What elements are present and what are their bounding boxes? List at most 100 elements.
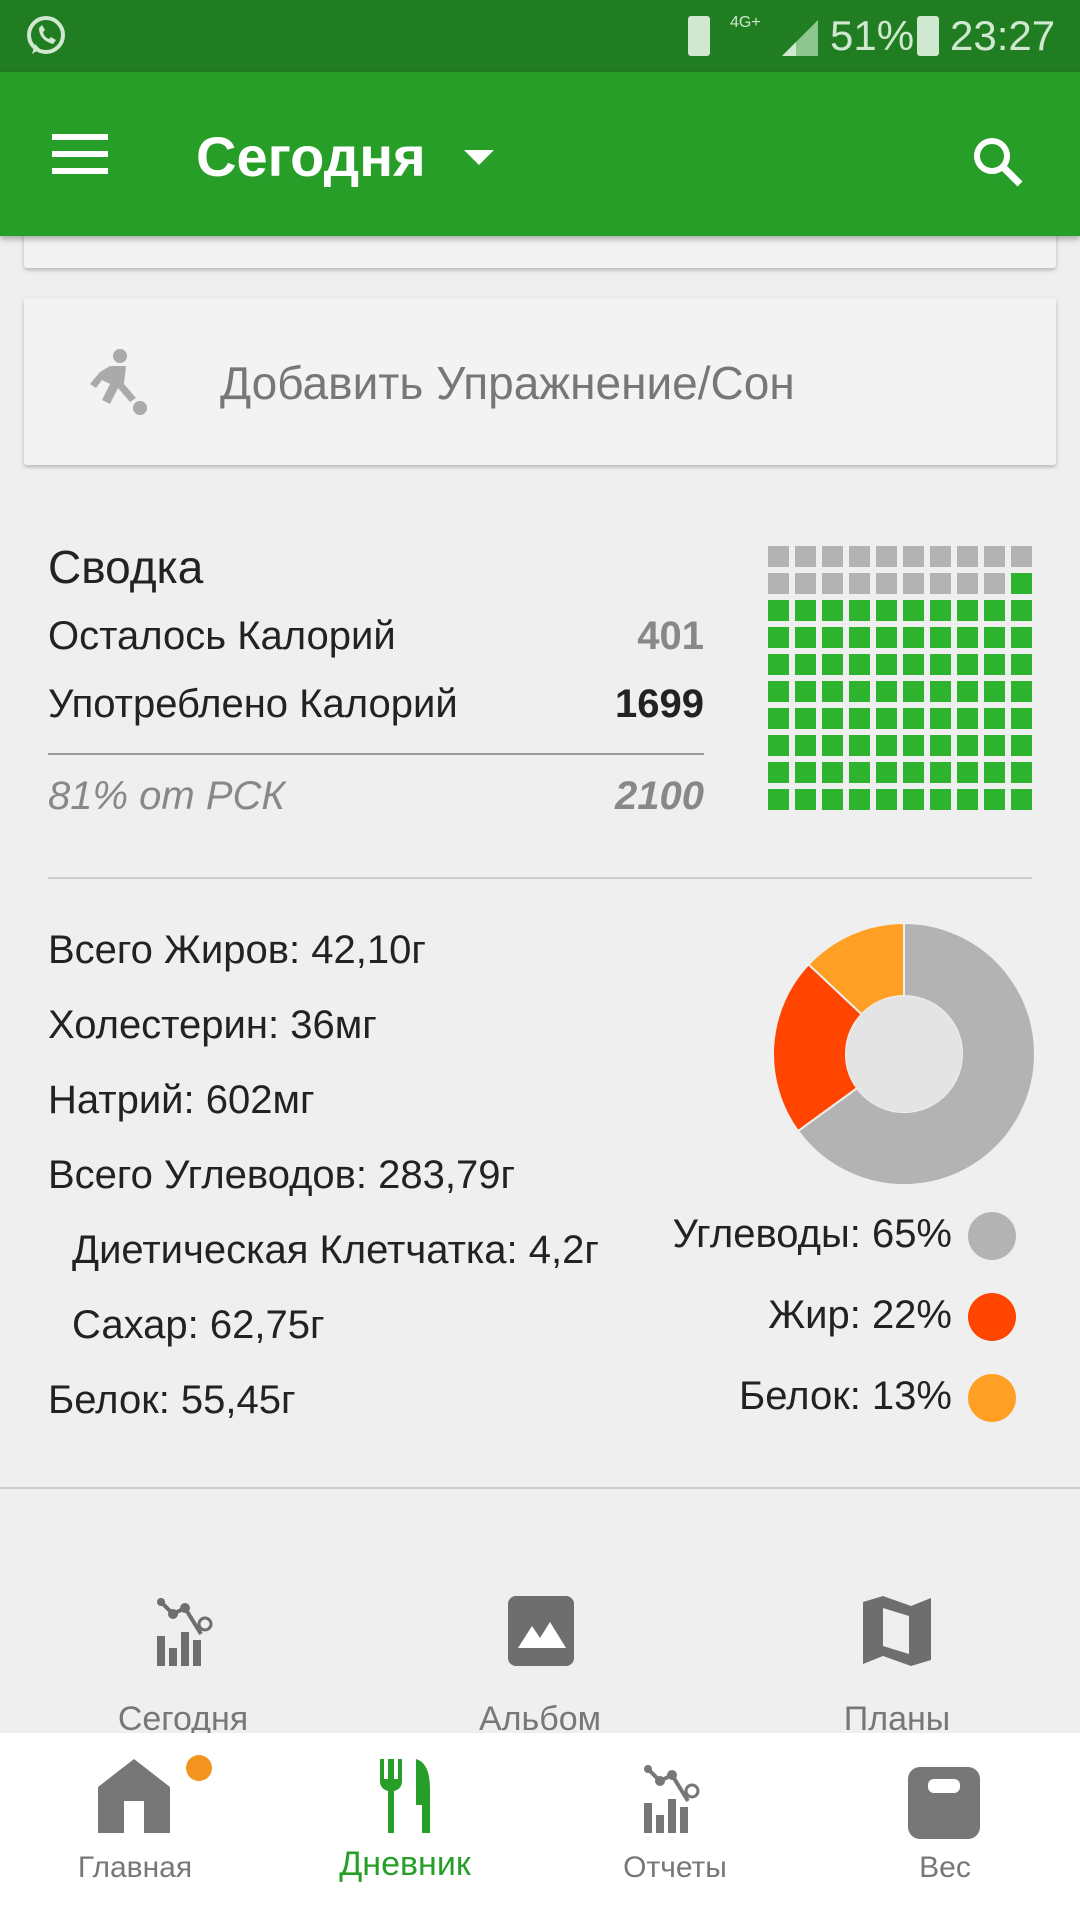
waffle-cell-filled (903, 789, 924, 810)
quick-action-label: Альбом (479, 1700, 601, 1738)
summary-divider (48, 753, 704, 755)
menu-button[interactable] (52, 134, 108, 174)
waffle-cell-empty (930, 573, 951, 594)
waffle-cell-filled (849, 681, 870, 702)
waffle-cell-filled (1011, 681, 1032, 702)
waffle-cell-filled (957, 654, 978, 675)
waffle-cell-filled (930, 789, 951, 810)
waffle-cell-filled (930, 681, 951, 702)
nav-home[interactable]: Главная (0, 1733, 270, 1920)
nutrient-fiber: Диетическая Клетчатка: 4,2г (72, 1228, 599, 1272)
waffle-cell-empty (768, 573, 789, 594)
waffle-cell-empty (903, 573, 924, 594)
waffle-cell-filled (930, 627, 951, 648)
nutrient-carbs: Всего Углеводов: 283,79г (48, 1153, 516, 1197)
waffle-cell-filled (984, 600, 1005, 621)
waffle-cell-filled (930, 762, 951, 783)
waffle-cell-filled (768, 654, 789, 675)
chart-icon (644, 1765, 700, 1833)
waffle-cell-filled (1011, 708, 1032, 729)
legend-protein: Белок: 13% (739, 1374, 952, 1418)
waffle-cell-filled (822, 789, 843, 810)
waffle-cell-filled (795, 627, 816, 648)
calorie-goal: 2100 (615, 774, 704, 818)
waffle-cell-filled (930, 654, 951, 675)
waffle-cell-filled (903, 600, 924, 621)
waffle-cell-filled (849, 600, 870, 621)
waffle-cell-filled (903, 735, 924, 756)
nav-reports[interactable]: Отчеты (540, 1733, 810, 1920)
quick-action-label: Сегодня (117, 1700, 249, 1738)
waffle-cell-empty (957, 573, 978, 594)
nav-diary[interactable]: Дневник (270, 1733, 540, 1920)
nutrient-sodium: Натрий: 602мг (48, 1078, 315, 1122)
waffle-cell-filled (903, 627, 924, 648)
waffle-cell-empty (903, 546, 924, 567)
nav-label: Дневник (339, 1845, 471, 1883)
legend-carbs: Углеводы: 65% (672, 1212, 952, 1256)
waffle-cell-filled (822, 708, 843, 729)
image-icon (508, 1596, 574, 1666)
waffle-cell-filled (822, 654, 843, 675)
remaining-calories-value: 401 (637, 614, 704, 658)
waffle-cell-filled (795, 654, 816, 675)
waffle-cell-filled (795, 681, 816, 702)
calorie-waffle-chart (768, 546, 1038, 816)
macro-donut-chart (772, 921, 1036, 1186)
exercise-icon (90, 349, 147, 415)
clock: 23:27 (950, 12, 1056, 59)
nav-label: Вес (919, 1851, 971, 1884)
waffle-cell-empty (984, 546, 1005, 567)
waffle-cell-filled (957, 627, 978, 648)
waffle-cell-filled (795, 600, 816, 621)
nutrient-cholesterol: Холестерин: 36мг (48, 1003, 377, 1047)
waffle-cell-filled (849, 708, 870, 729)
waffle-cell-filled (822, 681, 843, 702)
map-icon (863, 1596, 931, 1666)
consumed-calories-value: 1699 (615, 682, 704, 726)
fork-knife-icon (380, 1759, 430, 1833)
waffle-cell-empty (984, 573, 1005, 594)
waffle-cell-filled (903, 654, 924, 675)
nutrient-fat: Всего Жиров: 42,10г (48, 928, 426, 972)
waffle-cell-filled (984, 735, 1005, 756)
waffle-cell-empty (849, 573, 870, 594)
dropdown-arrow-icon[interactable] (464, 150, 494, 165)
nav-weight[interactable]: Вес (810, 1733, 1080, 1920)
waffle-cell-empty (795, 573, 816, 594)
quick-action-plans[interactable]: Планы (747, 1596, 1047, 1738)
consumed-calories-label: Употреблено Калорий (48, 682, 458, 726)
waffle-cell-filled (849, 789, 870, 810)
waffle-cell-filled (957, 681, 978, 702)
waffle-cell-empty (849, 546, 870, 567)
legend-protein-dot (968, 1374, 1016, 1422)
waffle-cell-filled (1011, 654, 1032, 675)
waffle-cell-filled (768, 681, 789, 702)
waffle-cell-filled (768, 735, 789, 756)
waffle-cell-filled (849, 627, 870, 648)
waffle-cell-filled (822, 600, 843, 621)
nutrient-sugar: Сахар: 62,75г (72, 1303, 325, 1347)
waffle-cell-filled (903, 708, 924, 729)
waffle-cell-empty (768, 546, 789, 567)
waffle-cell-filled (876, 627, 897, 648)
signal-icon (782, 20, 818, 56)
whatsapp-icon (27, 16, 65, 54)
home-icon (98, 1759, 170, 1833)
network-type: 4G+ (730, 14, 761, 31)
waffle-cell-filled (849, 762, 870, 783)
search-icon[interactable] (970, 134, 1026, 190)
waffle-cell-filled (768, 627, 789, 648)
waffle-cell-filled (930, 708, 951, 729)
waffle-cell-filled (957, 600, 978, 621)
quick-action-album[interactable]: Альбом (390, 1596, 690, 1738)
waffle-cell-filled (876, 708, 897, 729)
date-selector[interactable]: Сегодня (196, 125, 426, 188)
battery-saver-icon (688, 16, 710, 56)
quick-action-today[interactable]: Сегодня (33, 1596, 333, 1738)
status-bar: 4G+ 51% 23:27 (0, 0, 1080, 72)
waffle-cell-filled (795, 789, 816, 810)
waffle-cell-filled (1011, 789, 1032, 810)
waffle-cell-empty (822, 573, 843, 594)
add-exercise-button[interactable]: Добавить Упражнение/Сон (24, 298, 1056, 465)
